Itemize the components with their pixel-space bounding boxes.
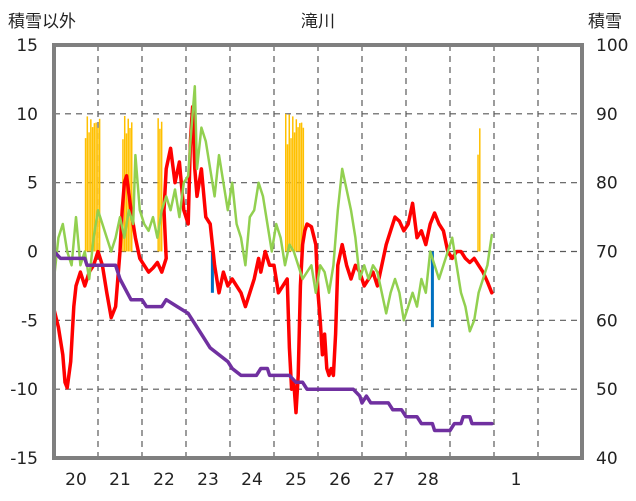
precip-bar bbox=[297, 127, 299, 252]
series-line bbox=[52, 249, 494, 433]
precip-bar bbox=[159, 128, 161, 252]
left-tick-label: -15 bbox=[10, 449, 38, 469]
right-axis-title: 積雪 bbox=[588, 12, 622, 32]
x-tick-label: 28 bbox=[417, 470, 439, 490]
precip-bar bbox=[131, 122, 133, 252]
left-tick-labels: 15 10 5 0 -5 -10 -15 bbox=[10, 36, 38, 469]
precip-bar bbox=[288, 114, 291, 252]
right-tick-label: 90 bbox=[596, 105, 618, 125]
precip-bar bbox=[293, 132, 296, 252]
x-tick-label: 22 bbox=[153, 470, 175, 490]
chart-grid bbox=[54, 45, 582, 458]
precip-bar bbox=[160, 121, 163, 252]
precip-bar bbox=[84, 138, 87, 252]
left-tick-label: 5 bbox=[27, 174, 38, 194]
right-tick-label: 40 bbox=[596, 449, 618, 469]
precip-bar bbox=[97, 127, 99, 252]
series-line bbox=[52, 85, 494, 333]
x-tick-label: 1 bbox=[511, 470, 522, 490]
precip-bar bbox=[125, 133, 128, 252]
x-tick-label: 24 bbox=[241, 470, 263, 490]
precip-bar bbox=[295, 119, 298, 252]
precip-bar bbox=[302, 127, 305, 252]
chart-lines bbox=[52, 85, 494, 433]
right-tick-label: 60 bbox=[596, 311, 618, 331]
chart-title: 滝川 bbox=[301, 12, 335, 32]
right-tick-label: 80 bbox=[596, 174, 618, 194]
x-tick-labels: 20 21 22 23 24 25 26 27 28 1 bbox=[65, 470, 521, 490]
precip-bar bbox=[285, 113, 287, 252]
precip-bar bbox=[98, 118, 101, 252]
precip-bar bbox=[286, 144, 289, 252]
temp-bar bbox=[430, 251, 434, 328]
precip-bar bbox=[157, 118, 159, 252]
temp-bar bbox=[210, 251, 214, 293]
left-tick-label: -5 bbox=[21, 311, 38, 331]
right-tick-label: 50 bbox=[596, 380, 618, 400]
left-axis-title: 積雪以外 bbox=[8, 12, 76, 32]
x-tick-label: 23 bbox=[197, 470, 219, 490]
precip-bar bbox=[292, 116, 294, 252]
x-tick-label: 26 bbox=[329, 470, 351, 490]
precip-bar bbox=[90, 119, 92, 252]
precip-bar bbox=[300, 122, 303, 252]
left-tick-label: 15 bbox=[16, 36, 38, 56]
x-tick-label: 21 bbox=[109, 470, 131, 490]
precip-bar bbox=[479, 128, 481, 252]
precip-bar bbox=[290, 138, 292, 252]
left-tick-label: 0 bbox=[27, 243, 38, 263]
precip-bar bbox=[86, 116, 89, 252]
left-tick-label: 10 bbox=[16, 105, 38, 125]
right-tick-label: 100 bbox=[596, 36, 628, 56]
x-tick-label: 25 bbox=[285, 470, 307, 490]
precip-bar bbox=[93, 123, 96, 252]
precip-bar bbox=[299, 123, 301, 252]
x-tick-label: 27 bbox=[373, 470, 395, 490]
precip-bar bbox=[88, 132, 90, 252]
right-tick-label: 70 bbox=[596, 243, 618, 263]
series-line bbox=[52, 105, 494, 415]
chart-frame bbox=[52, 43, 584, 460]
precip-bar bbox=[477, 154, 479, 252]
left-tick-label: -10 bbox=[10, 380, 38, 400]
precip-bar bbox=[95, 122, 97, 252]
x-tick-label: 20 bbox=[65, 470, 87, 490]
precip-bar bbox=[91, 127, 94, 252]
right-tick-labels: 100 90 80 70 60 50 40 bbox=[596, 36, 628, 469]
